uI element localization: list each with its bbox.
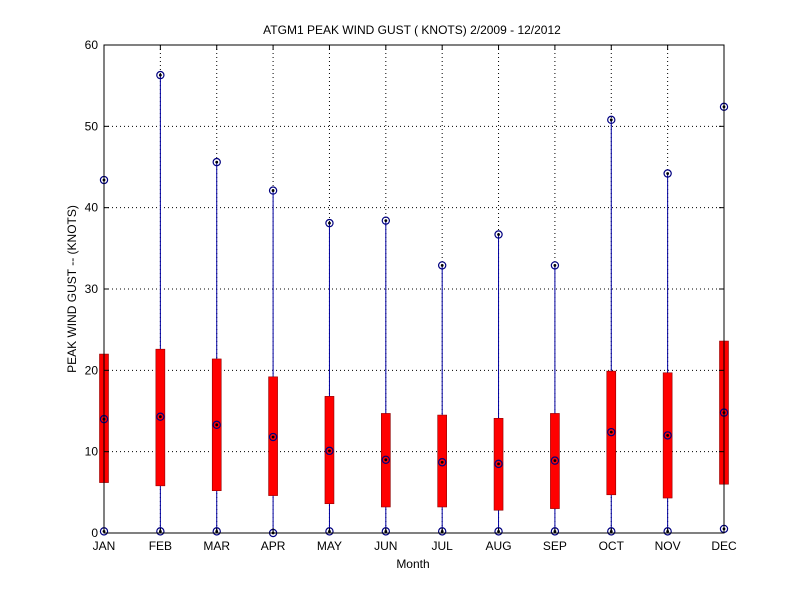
max-marker-dot-jun	[384, 219, 388, 223]
median-marker-dot-aug	[497, 462, 500, 466]
median-marker-dot-mar	[215, 423, 219, 427]
x-tick-label: SEP	[543, 539, 567, 553]
max-marker-apr	[268, 186, 278, 195]
x-tick-label: AUG	[486, 539, 512, 553]
median-marker-dot-jun	[384, 458, 388, 462]
y-tick-label: 20	[85, 363, 99, 377]
y-tick-label: 10	[85, 445, 99, 459]
max-marker-jul	[437, 261, 447, 270]
x-axis-label: Month	[396, 557, 429, 571]
median-marker-dot-nov	[666, 434, 670, 437]
median-marker-nov	[663, 431, 672, 440]
x-tick-label: FEB	[149, 539, 172, 553]
x-tick-label: APR	[261, 539, 286, 553]
median-marker-oct	[607, 427, 616, 437]
grid-lines	[104, 45, 724, 533]
max-marker-dot-jul	[440, 264, 444, 267]
chart-title: ATGM1 PEAK WIND GUST ( KNOTS) 2/2009 - 1…	[263, 23, 561, 37]
x-tick-label: MAR	[203, 539, 230, 553]
min-marker-nov	[663, 527, 672, 536]
y-tick-label: 0	[91, 526, 98, 540]
y-tick-label: 50	[85, 119, 99, 133]
y-axis: 0 10 20 30 40 50 60	[85, 38, 724, 540]
y-axis-label: PEAK WIND GUST -- (KNOTS)	[65, 205, 79, 373]
max-marker-aug	[494, 230, 503, 239]
median-marker-dot-may	[328, 449, 331, 453]
median-marker-dot-feb	[158, 415, 162, 419]
max-marker-dot-feb	[158, 73, 162, 77]
max-marker-dot-may	[328, 221, 331, 225]
max-marker-mar	[212, 157, 221, 167]
median-marker-mar	[212, 420, 221, 430]
max-marker-oct	[607, 115, 616, 125]
min-marker-jun	[381, 527, 391, 536]
median-marker-jul	[437, 458, 447, 467]
min-marker-may	[325, 527, 334, 536]
min-marker-jul	[437, 527, 447, 536]
median-marker-aug	[494, 459, 503, 469]
median-marker-dot-apr	[271, 435, 275, 439]
max-marker-dot-apr	[271, 189, 275, 192]
max-marker-may	[325, 218, 334, 228]
x-tick-label: MAY	[317, 539, 342, 553]
median-marker-apr	[268, 432, 278, 442]
median-marker-dot-oct	[609, 430, 613, 434]
y-tick-label: 40	[85, 201, 99, 215]
y-tick-label: 60	[85, 38, 99, 52]
x-axis: JAN FEB MAR APR MAY JUN JUL AUG SEP OCT NOV DEC	[93, 45, 737, 553]
max-marker-dot-aug	[497, 233, 500, 236]
boxes	[99, 340, 729, 511]
max-marker-dot-oct	[609, 118, 613, 122]
x-tick-label: JUN	[374, 539, 397, 553]
min-marker-oct	[607, 527, 616, 536]
median-marker-feb	[156, 412, 165, 421]
x-tick-label: DEC	[711, 539, 737, 553]
max-marker-sep	[550, 261, 560, 270]
min-marker-sep	[550, 527, 560, 536]
max-marker-feb	[156, 70, 165, 80]
markers	[99, 70, 729, 538]
y-tick-label: 30	[85, 282, 99, 296]
min-marker-feb	[156, 527, 165, 536]
max-marker-dot-sep	[553, 264, 557, 267]
x-tick-label: JUL	[432, 539, 454, 553]
min-marker-aug	[494, 527, 503, 536]
median-marker-may	[325, 446, 334, 456]
x-tick-label: OCT	[599, 539, 625, 553]
min-marker-mar	[212, 527, 221, 536]
median-marker-dot-jul	[440, 460, 444, 464]
x-tick-label: JAN	[93, 539, 116, 553]
x-tick-label: NOV	[655, 539, 681, 553]
median-marker-jun	[381, 455, 391, 464]
max-marker-nov	[663, 169, 672, 178]
max-marker-dot-nov	[666, 172, 670, 175]
max-marker-dot-mar	[215, 160, 219, 164]
max-marker-jun	[381, 216, 391, 225]
whiskers	[103, 75, 725, 533]
median-marker-sep	[550, 456, 560, 465]
median-marker-dot-sep	[553, 459, 557, 463]
